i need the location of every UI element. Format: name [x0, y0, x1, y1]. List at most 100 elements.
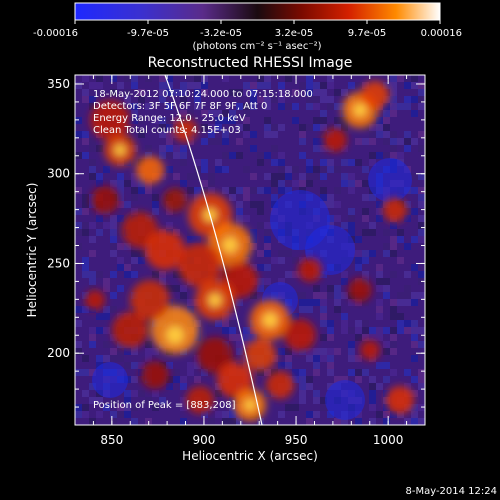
texture-pixel	[348, 82, 355, 89]
colorbar-tick-label: 0.00016	[421, 28, 462, 39]
texture-pixel	[292, 166, 299, 173]
texture-pixel	[306, 306, 313, 313]
x-tick-label: 900	[192, 433, 215, 447]
texture-pixel	[229, 194, 236, 201]
texture-pixel	[173, 89, 180, 96]
texture-pixel	[411, 292, 418, 299]
texture-pixel	[299, 390, 306, 397]
texture-pixel	[292, 117, 299, 124]
texture-pixel	[257, 222, 264, 229]
texture-pixel	[138, 180, 145, 187]
texture-pixel	[320, 173, 327, 180]
texture-pixel	[390, 103, 397, 110]
texture-pixel	[299, 306, 306, 313]
texture-pixel	[264, 229, 271, 236]
texture-pixel	[180, 89, 187, 96]
texture-pixel	[418, 418, 425, 425]
bright-core	[222, 237, 238, 253]
texture-pixel	[299, 173, 306, 180]
texture-pixel	[334, 103, 341, 110]
texture-pixel	[180, 82, 187, 89]
axes: 850 900 950 1000 200 250 300 350	[47, 75, 426, 447]
texture-pixel	[117, 180, 124, 187]
plot-frame	[74, 74, 426, 426]
texture-pixel	[257, 201, 264, 208]
texture-pixel	[390, 306, 397, 313]
texture-pixel	[215, 117, 222, 124]
texture-pixel	[390, 369, 397, 376]
texture-pixel	[145, 103, 152, 110]
texture-pixel	[278, 173, 285, 180]
texture-pixel	[390, 299, 397, 306]
texture-pixel	[264, 243, 271, 250]
texture-pixel	[187, 82, 194, 89]
texture-pixel	[187, 138, 194, 145]
texture-pixel	[145, 348, 152, 355]
texture-pixel	[180, 292, 187, 299]
texture-pixel	[75, 306, 82, 313]
texture-pixel	[411, 138, 418, 145]
texture-pixel	[320, 292, 327, 299]
texture-pixel	[194, 159, 201, 166]
texture-pixel	[327, 159, 334, 166]
texture-pixel	[404, 103, 411, 110]
texture-pixel	[257, 159, 264, 166]
texture-pixel	[404, 75, 411, 82]
texture-pixel	[124, 96, 131, 103]
texture-pixel	[201, 187, 208, 194]
texture-pixel	[355, 236, 362, 243]
texture-pixel	[376, 362, 383, 369]
texture-pixel	[355, 257, 362, 264]
texture-pixel	[390, 236, 397, 243]
texture-pixel	[124, 264, 131, 271]
texture-pixel	[369, 383, 376, 390]
texture-pixel	[418, 236, 425, 243]
texture-pixel	[173, 173, 180, 180]
texture-pixel	[355, 180, 362, 187]
texture-pixel	[229, 327, 236, 334]
texture-pixel	[418, 376, 425, 383]
texture-pixel	[96, 180, 103, 187]
texture-pixel	[383, 110, 390, 117]
texture-pixel	[397, 257, 404, 264]
texture-pixel	[369, 334, 376, 341]
texture-pixel	[250, 201, 257, 208]
texture-pixel	[250, 264, 257, 271]
texture-pixel	[411, 173, 418, 180]
texture-pixel	[159, 75, 166, 82]
emission-blob	[141, 361, 169, 389]
texture-pixel	[299, 348, 306, 355]
texture-pixel	[285, 271, 292, 278]
colorbar-tick-label: -0.00016	[33, 28, 78, 39]
texture-pixel	[390, 89, 397, 96]
texture-pixel	[285, 362, 292, 369]
texture-pixel	[131, 194, 138, 201]
texture-pixel	[110, 271, 117, 278]
texture-pixel	[313, 117, 320, 124]
texture-pixel	[173, 145, 180, 152]
texture-pixel	[327, 201, 334, 208]
texture-pixel	[159, 124, 166, 131]
footer-date: 8-May-2014 12:24	[405, 486, 497, 497]
texture-pixel	[138, 117, 145, 124]
texture-pixel	[159, 82, 166, 89]
texture-pixel	[376, 124, 383, 131]
texture-pixel	[96, 173, 103, 180]
texture-pixel	[173, 229, 180, 236]
texture-pixel	[236, 299, 243, 306]
texture-pixel	[271, 124, 278, 131]
emission-blob	[163, 188, 187, 212]
texture-pixel	[250, 229, 257, 236]
texture-pixel	[271, 180, 278, 187]
texture-pixel	[243, 117, 250, 124]
texture-pixel	[390, 411, 397, 418]
texture-pixel	[110, 334, 117, 341]
texture-pixel	[348, 180, 355, 187]
texture-pixel	[250, 376, 257, 383]
texture-pixel	[201, 369, 208, 376]
texture-pixel	[110, 75, 117, 82]
texture-pixel	[327, 334, 334, 341]
texture-pixel	[180, 299, 187, 306]
texture-pixel	[299, 376, 306, 383]
texture-pixel	[327, 411, 334, 418]
